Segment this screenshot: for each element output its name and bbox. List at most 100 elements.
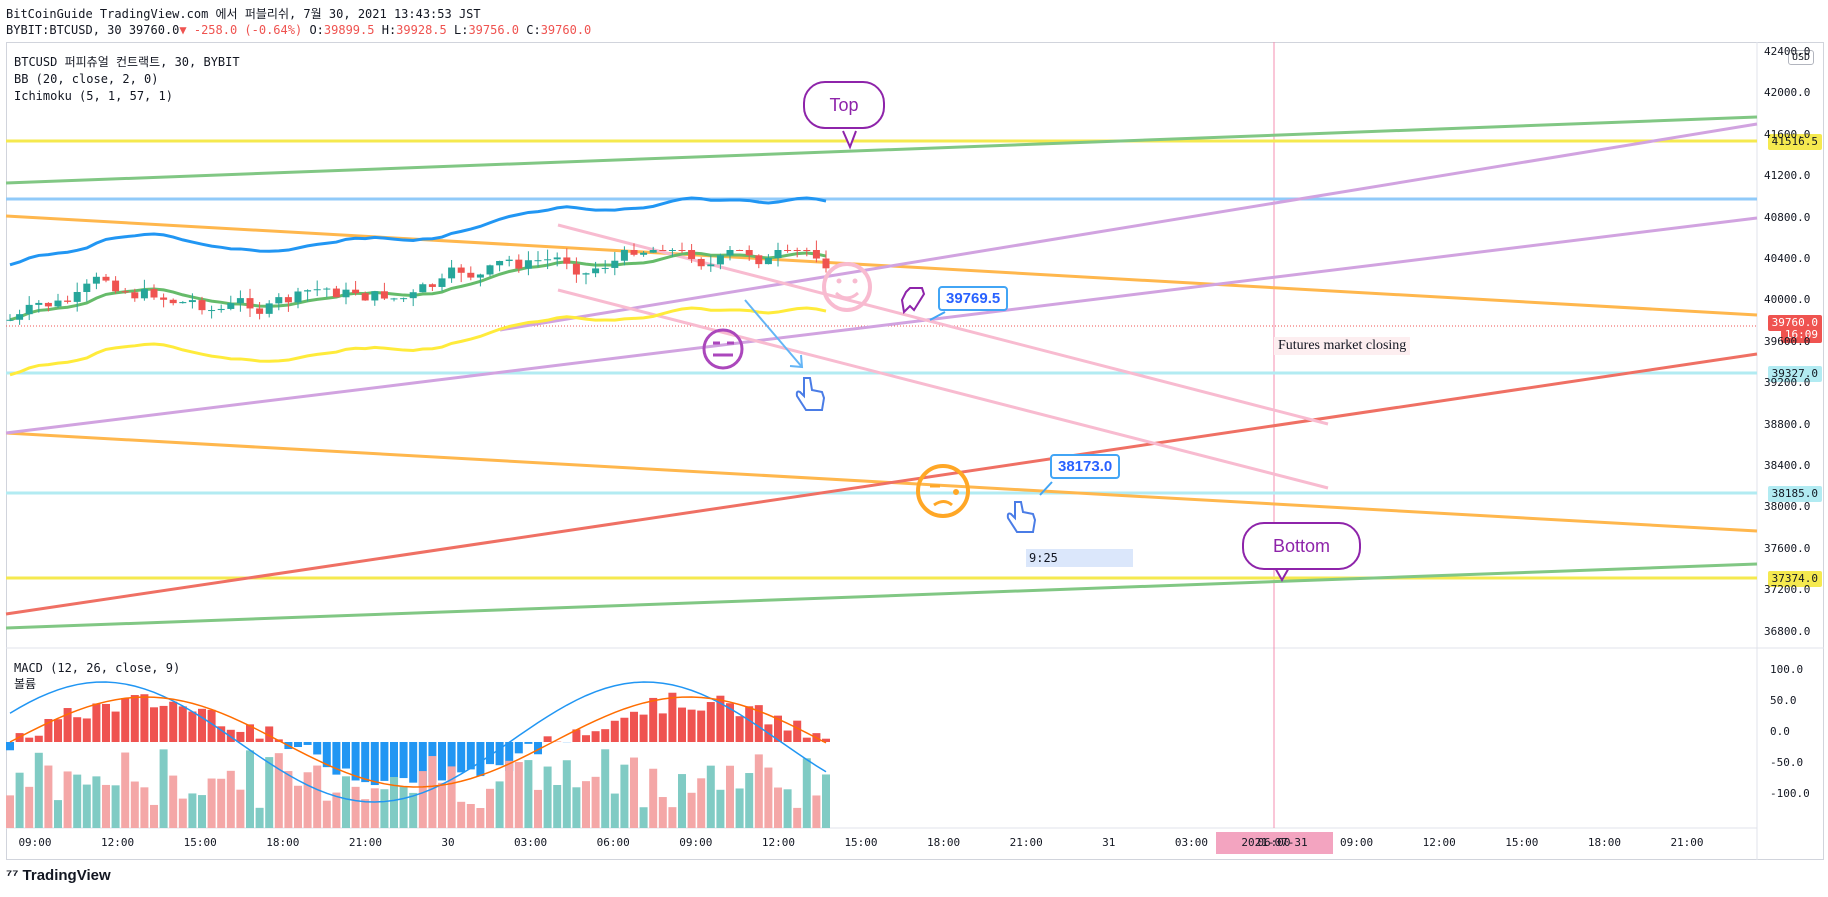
- time-tick-label: 15:00: [1505, 836, 1539, 849]
- candle-body: [256, 308, 264, 314]
- candle-body: [793, 250, 801, 251]
- volume-bar: [342, 776, 350, 828]
- candle-body: [371, 291, 379, 301]
- macd-bar: [255, 738, 264, 742]
- macd-bar: [390, 742, 398, 782]
- macd-bar: [457, 742, 466, 773]
- volume-bar: [745, 773, 754, 828]
- macd-bar: [630, 711, 638, 742]
- macd-line: [9, 681, 827, 803]
- tradingview-logo[interactable]: ⁷⁷ TradingView: [6, 867, 111, 884]
- price-tick-label: 38000.0: [1764, 500, 1811, 514]
- macd-bar: [668, 692, 677, 742]
- currency-button[interactable]: USD: [1787, 50, 1814, 65]
- macd-tick-label: 50.0: [1770, 694, 1797, 707]
- candle-body: [611, 260, 619, 268]
- volume-bar: [774, 787, 782, 828]
- volume-bar: [514, 762, 523, 828]
- macd-bar: [754, 705, 763, 742]
- time-tick-label: 03:00: [514, 836, 548, 849]
- volume-bar: [178, 798, 187, 828]
- volume-bar: [188, 793, 197, 828]
- macd-bar: [409, 742, 418, 783]
- candle-body: [265, 303, 273, 314]
- volume-bar: [428, 756, 437, 828]
- volume-bar: [63, 771, 72, 828]
- volume-bar: [438, 782, 446, 828]
- neutral-emoji-icon: [702, 328, 744, 370]
- candle-body: [390, 298, 398, 300]
- volume-bar: [246, 750, 254, 828]
- volume-bar: [668, 807, 677, 828]
- macd-bar: [198, 708, 206, 742]
- candle-body: [246, 298, 254, 309]
- legend-volume[interactable]: 볼륨: [14, 677, 37, 691]
- price-tick-label: 42000.0: [1764, 86, 1811, 100]
- volume-bar: [418, 771, 427, 828]
- volume-bar: [543, 766, 552, 828]
- macd-bar: [188, 711, 197, 742]
- legend-macd[interactable]: MACD (12, 26, close, 9): [14, 661, 181, 675]
- candle-body: [726, 250, 734, 256]
- macd-bar: [774, 715, 782, 742]
- volume-bar: [198, 795, 206, 828]
- hand-pointer-icon: [795, 377, 826, 411]
- low-value: 39756.0: [468, 23, 520, 37]
- candle-body: [332, 288, 340, 298]
- bottom-bubble[interactable]: Bottom: [1242, 522, 1361, 570]
- volume-bar: [802, 758, 811, 828]
- price-tick-label: 39200.0: [1764, 376, 1811, 390]
- price-tag: 37374.0: [1767, 571, 1822, 587]
- macd-lines: [9, 681, 827, 803]
- candle-body: [467, 272, 475, 278]
- price-callout-2[interactable]: 38173.0: [1050, 454, 1121, 479]
- macd-bar: [678, 707, 686, 742]
- candle-body: [505, 259, 513, 261]
- volume-bar: [486, 788, 494, 828]
- price-tick-label: 40800.0: [1764, 210, 1811, 224]
- candle-body: [400, 298, 408, 300]
- time-range-box[interactable]: 9:25: [1026, 549, 1133, 567]
- top-bubble[interactable]: Top: [803, 81, 885, 129]
- volume-bar: [351, 786, 360, 828]
- futures-note[interactable]: Futures market closing: [1274, 337, 1411, 355]
- candle-body: [620, 250, 628, 261]
- volume-bar: [812, 795, 821, 828]
- chart-pane[interactable]: [6, 42, 1824, 860]
- legend-ichimoku[interactable]: Ichimoku (5, 1, 57, 1): [14, 89, 173, 103]
- ohlc-bar: BYBIT:BTCUSD, 30 39760.0▼ -258.0 (-0.64%…: [6, 23, 591, 37]
- macd-bar: [54, 719, 62, 742]
- volume-bar: [783, 789, 792, 828]
- volume-bar: [495, 781, 504, 828]
- candle-body: [822, 258, 830, 269]
- legend-bb[interactable]: BB (20, close, 2, 0): [14, 72, 159, 86]
- volume-bar: [610, 793, 619, 828]
- trendline-pink-2: [557, 288, 1329, 490]
- price-tag: 38185.0: [1767, 486, 1822, 502]
- candle-body: [169, 299, 177, 304]
- volume-bar: [562, 760, 571, 828]
- volume-bar: [582, 781, 590, 828]
- trendline-green-lower: [5, 562, 1758, 630]
- volume-bar: [793, 807, 802, 828]
- macd-bar: [34, 735, 43, 742]
- candle-body: [217, 308, 225, 311]
- chart-legend: BTCUSD 퍼피츄얼 컨트랙트, 30, BYBIT BB (20, clos…: [14, 54, 240, 105]
- symbol-info: BYBIT:BTCUSD, 30 39760.0: [6, 23, 180, 37]
- volume-bar: [534, 789, 542, 828]
- macd-bar: [332, 742, 341, 775]
- price-tick-label: 38800.0: [1764, 417, 1811, 431]
- volume-bar: [303, 772, 312, 828]
- macd-bar: [476, 742, 485, 777]
- candle-body: [630, 250, 638, 255]
- macd-bar: [399, 742, 408, 779]
- volume-bar: [169, 775, 178, 828]
- candle-body: [678, 250, 686, 251]
- candle-body: [486, 265, 494, 275]
- price-tick-label: 42400.0: [1764, 45, 1811, 58]
- candle-body: [553, 257, 561, 260]
- candle-body: [524, 260, 532, 269]
- candle-body: [707, 264, 715, 267]
- price-callout-1[interactable]: 39769.5: [938, 286, 1009, 311]
